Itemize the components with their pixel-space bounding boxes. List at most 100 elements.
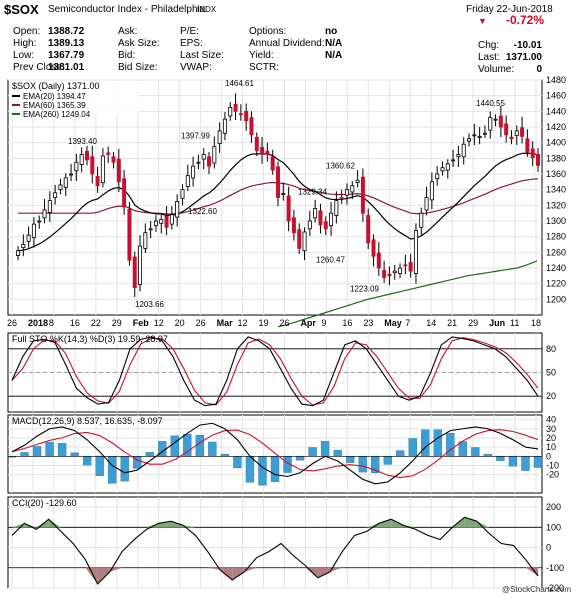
candle-body [95, 175, 100, 187]
candle-body [265, 150, 270, 155]
candle-body [185, 175, 190, 187]
y-tick-label: -10 [546, 460, 559, 470]
candle-body [419, 212, 424, 228]
macd-histogram-bar [233, 456, 242, 469]
candle-body [254, 136, 259, 151]
y-tick-label: 100 [546, 522, 561, 532]
candle-body [122, 178, 127, 208]
candle-body [451, 159, 456, 162]
summary-value: -10.01 [513, 40, 542, 51]
candle-body [488, 117, 493, 131]
price-annotation: 1203.66 [135, 300, 164, 309]
x-tick-label: 29 [468, 318, 478, 328]
candle-body [138, 245, 143, 285]
candle-body [212, 146, 217, 164]
candle-body [63, 177, 68, 188]
y-tick-label: 200 [546, 502, 561, 512]
price-annotation: 1329.34 [298, 187, 327, 196]
macd-histogram-bar [396, 450, 405, 457]
field-value: 1381.01 [48, 62, 85, 73]
x-tick-label: 14 [426, 318, 436, 328]
field-label: Annual Dividend: [249, 38, 325, 49]
price-annotation: 1260.47 [316, 255, 345, 264]
candle-body [37, 220, 42, 223]
stochastic-d-line [11, 337, 539, 406]
candle-body [53, 192, 58, 198]
ema20-line [17, 152, 539, 252]
legend-background [9, 81, 139, 115]
cci-overbought-fill [24, 523, 37, 528]
candle-body [350, 185, 355, 193]
cci-overbought-fill [183, 525, 196, 528]
candle-body [493, 118, 498, 121]
legend-label: EMA(20) 1394.47 [23, 92, 86, 101]
x-tick-label: 26 [279, 318, 289, 328]
candle-body [530, 148, 535, 158]
candle-body [323, 221, 328, 230]
macd-histogram-bar [208, 441, 217, 457]
summary-label: Last: [478, 52, 500, 63]
candle-body [270, 156, 275, 171]
candle-body [435, 173, 440, 180]
y-tick-label: 1480 [546, 75, 566, 85]
field-value: 1389.13 [48, 38, 85, 49]
macd-histogram-bar [345, 456, 355, 463]
candle-body [191, 165, 196, 179]
candle-body [79, 154, 84, 166]
candle-body [286, 195, 291, 222]
macd-histogram-bar [320, 441, 330, 457]
exchange: INDX [197, 5, 217, 14]
field-label: SCTR: [249, 62, 279, 73]
candle-body [222, 118, 227, 134]
summary-value: 1371.00 [505, 52, 542, 63]
candle-body [90, 156, 95, 175]
cci-oversold-fill [85, 567, 98, 584]
candle-body [382, 269, 387, 278]
cci-overbought-fill [366, 523, 379, 528]
macd-histogram-bar [45, 442, 54, 457]
y-tick-label: -20 [546, 470, 559, 480]
macd-line [11, 422, 539, 485]
macd-histogram-bar [20, 452, 29, 457]
candle-body [318, 210, 323, 226]
candle-body [74, 161, 79, 172]
cci-oversold-fill [330, 567, 343, 572]
candle-body [169, 214, 174, 225]
macd-histogram-bar [408, 438, 417, 457]
y-tick-label: 20 [546, 391, 556, 401]
candle-body [201, 154, 206, 160]
y-tick-label: 1340 [546, 185, 566, 195]
candle-body [291, 217, 296, 234]
y-tick-label: 1440 [546, 106, 566, 116]
cci-oversold-fill [97, 567, 110, 584]
candle-body [461, 143, 466, 158]
x-tick-label: 19 [259, 318, 269, 328]
candle-body [467, 138, 472, 142]
summary-value: 0 [536, 64, 542, 75]
candle-body [297, 229, 302, 249]
candle-body [196, 161, 201, 164]
field-label: Prev Close: [13, 62, 65, 73]
candle-body [180, 189, 185, 199]
y-tick-label: 1320 [546, 200, 566, 210]
price-annotation: 1464.61 [225, 79, 254, 88]
candle-body [536, 154, 540, 166]
cci-oversold-fill [109, 567, 123, 572]
candle-body [233, 103, 238, 112]
macd-histogram-bar [195, 435, 205, 457]
candle-body [207, 156, 212, 167]
macd-histogram-bar [533, 456, 543, 468]
x-tick-label: 12 [154, 318, 164, 328]
macd-histogram-bar [57, 443, 67, 457]
macd-histogram-bar [32, 446, 42, 457]
x-tick-label: Apr [300, 318, 316, 328]
y-tick-label: 50 [546, 368, 556, 378]
cci-oversold-fill [207, 567, 220, 570]
cci-overbought-fill [464, 517, 477, 528]
field-value: 1388.72 [48, 26, 85, 37]
macd-histogram-bar [245, 456, 255, 483]
price-annotation: 1440.55 [476, 99, 505, 108]
candle-body [313, 208, 318, 219]
macd-histogram-bar [508, 456, 518, 467]
y-tick-label: 1200 [546, 294, 566, 304]
